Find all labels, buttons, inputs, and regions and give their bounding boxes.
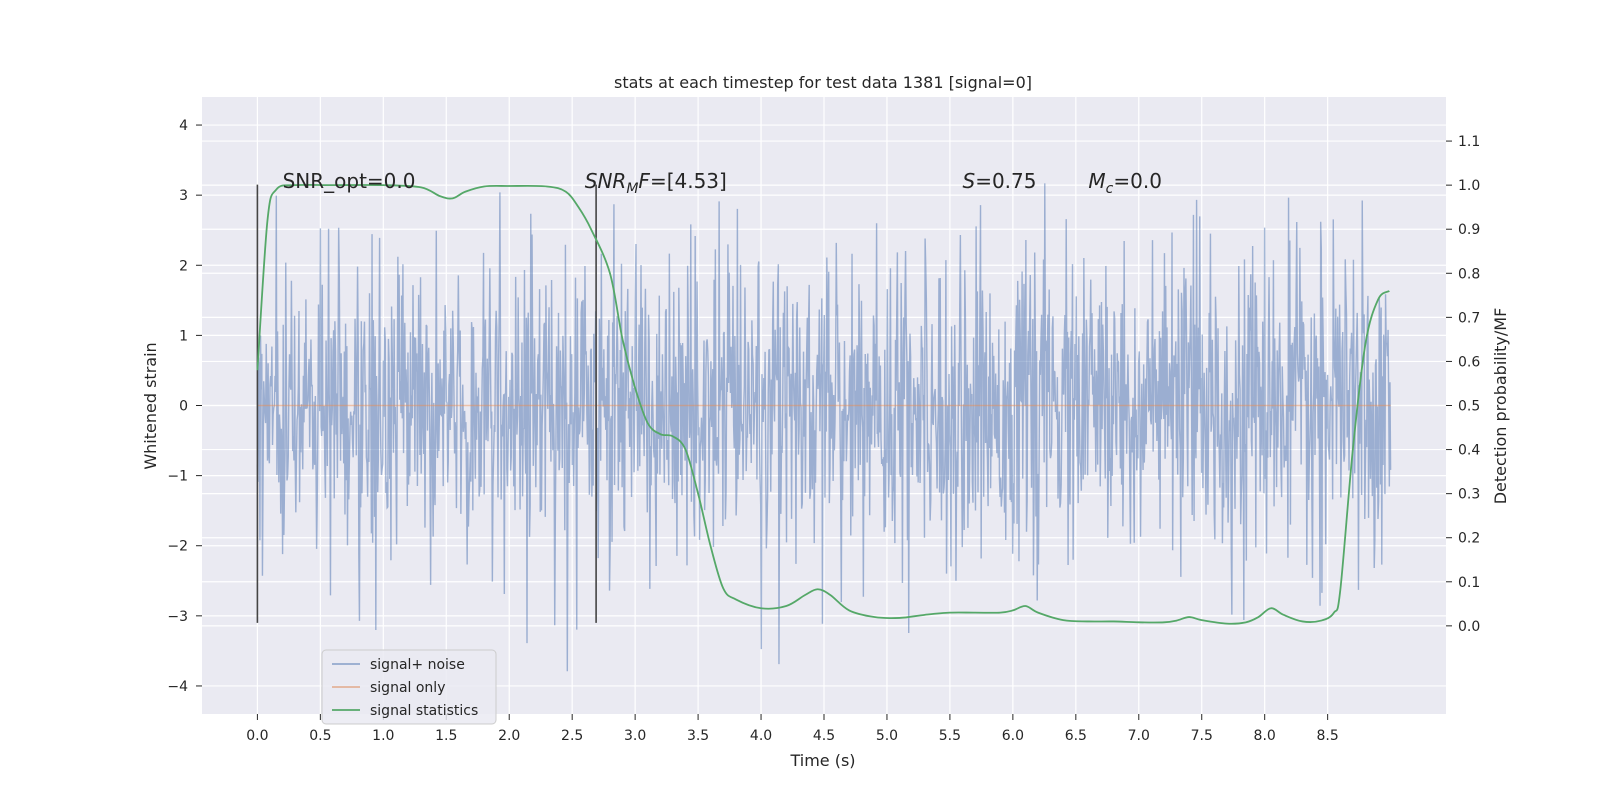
x-tick-label: 7.0 — [1128, 728, 1150, 744]
y2-tick-label: 1.0 — [1458, 178, 1480, 194]
x-tick-label: 8.0 — [1254, 728, 1276, 744]
x-axis-ticks: 0.0 0.5 1.0 1.5 2.0 2.5 3.0 3.5 4.0 4.5 5.0 5.5 6.0 6… — [246, 714, 1339, 744]
y-tick-label: 2 — [179, 258, 188, 274]
legend-label: signal+ noise — [370, 657, 465, 673]
y-tick-label: −1 — [167, 469, 188, 485]
x-tick-label: 6.0 — [1002, 728, 1024, 744]
y-tick-label: 0 — [179, 399, 188, 415]
y2-tick-label: 1.1 — [1458, 134, 1480, 150]
annotation-snr-mf: SNRMF=[4.53] — [585, 169, 727, 197]
x-tick-label: 2.5 — [561, 728, 583, 744]
y-axis-ticks: 4 3 2 1 0 −1 −2 −3 −4 — [167, 118, 202, 695]
x-tick-label: 1.5 — [435, 728, 457, 744]
x-tick-label: 3.0 — [624, 728, 646, 744]
y-tick-label: −2 — [167, 539, 188, 555]
plot-series-layer — [256, 183, 1392, 672]
series-signal-plus-noise — [256, 183, 1392, 672]
x-tick-label: 4.5 — [813, 728, 835, 744]
y-tick-label: −4 — [167, 679, 188, 695]
legend: signal+ noise signal only signal statistic… — [321, 649, 497, 725]
annotations: SNR_opt=0.0 SNRMF=[4.53] S=0.75 Mc=0.0 — [283, 169, 1162, 197]
y2-axis-label: Detection probability/MF — [1491, 308, 1510, 505]
y-tick-label: −3 — [167, 609, 188, 625]
legend-box — [321, 649, 497, 725]
legend-label: signal statistics — [370, 703, 478, 719]
x-tick-label: 4.0 — [750, 728, 772, 744]
y2-tick-label: 0.9 — [1458, 222, 1480, 238]
annotation-mc: Mc=0.0 — [1088, 169, 1162, 197]
x-axis-label: Time (s) — [789, 751, 855, 770]
y-tick-label: 1 — [179, 328, 188, 344]
y-tick-label: 4 — [179, 118, 188, 134]
y-axis-label: Whitened strain — [141, 342, 160, 469]
legend-label: signal only — [370, 680, 445, 696]
y2-tick-label: 0.0 — [1458, 619, 1480, 635]
chart-title: stats at each timestep for test data 138… — [614, 73, 1032, 92]
x-tick-label: 7.5 — [1191, 728, 1213, 744]
y2-axis-ticks: 1.1 1.0 0.9 0.8 0.7 0.6 0.5 0.4 0.3 0.2 0.1 0.0 — [1446, 134, 1480, 635]
y2-tick-label: 0.5 — [1458, 399, 1480, 415]
x-tick-label: 0.5 — [309, 728, 331, 744]
x-tick-label: 5.5 — [939, 728, 961, 744]
y2-tick-label: 0.4 — [1458, 443, 1480, 459]
y2-tick-label: 0.6 — [1458, 354, 1480, 370]
x-tick-label: 6.5 — [1065, 728, 1087, 744]
y2-tick-label: 0.8 — [1458, 266, 1480, 282]
x-tick-label: 8.5 — [1317, 728, 1339, 744]
y-tick-label: 3 — [179, 188, 188, 204]
y2-tick-label: 0.7 — [1458, 310, 1480, 326]
series-signal-statistics — [256, 183, 1390, 625]
x-tick-label: 2.0 — [498, 728, 520, 744]
x-tick-label: 3.5 — [687, 728, 709, 744]
annotation-s: S=0.75 — [963, 169, 1037, 193]
vertical-lines — [256, 184, 597, 623]
y2-tick-label: 0.1 — [1458, 575, 1480, 591]
y2-tick-label: 0.3 — [1458, 487, 1480, 503]
x-tick-label: 0.0 — [246, 728, 268, 744]
annotation-snr-opt: SNR_opt=0.0 — [283, 169, 416, 193]
y2-tick-label: 0.2 — [1458, 531, 1480, 547]
x-tick-label: 1.0 — [372, 728, 394, 744]
x-tick-label: 5.0 — [876, 728, 898, 744]
